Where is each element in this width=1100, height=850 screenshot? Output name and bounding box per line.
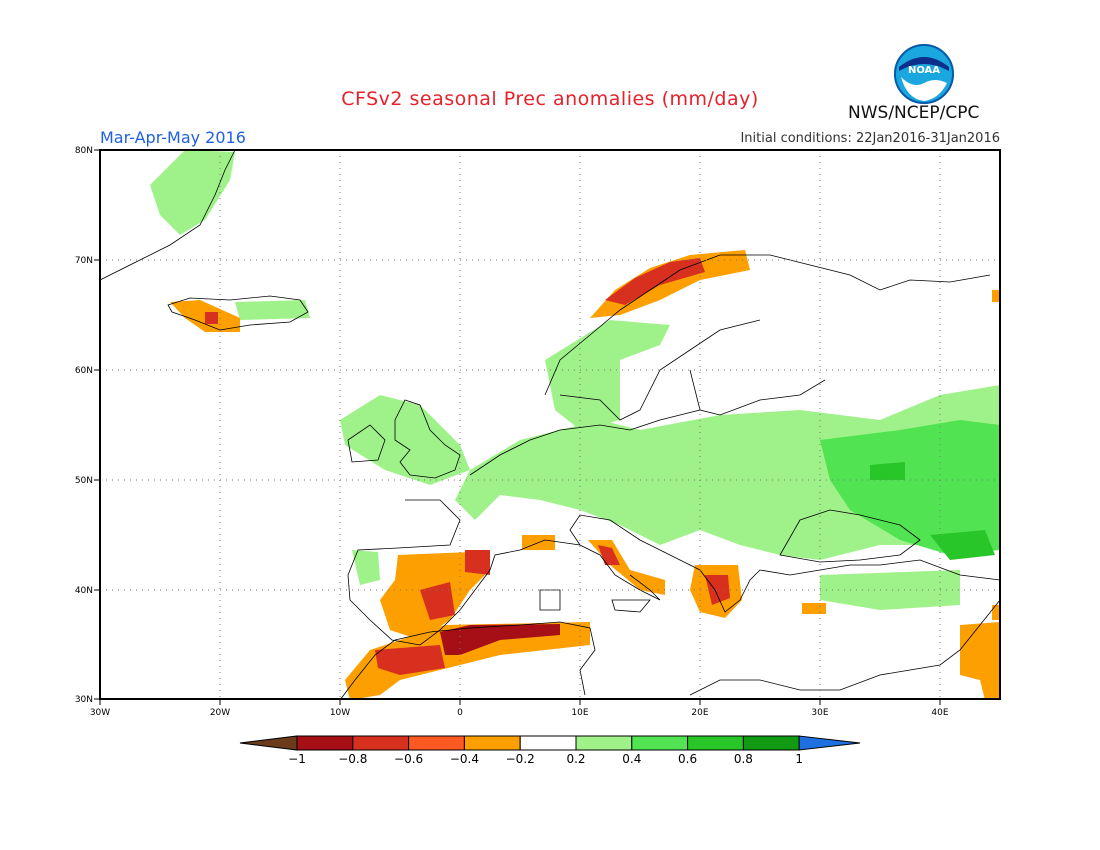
- lat-label-40n: 40N: [75, 586, 93, 596]
- coast-greenland: [99, 149, 236, 281]
- lat-label-30n: 30N: [75, 695, 93, 705]
- coast-continent: [347, 409, 1001, 646]
- anomaly-fills: [150, 150, 1000, 700]
- noaa-logo: NOAA: [894, 44, 954, 104]
- coast-africa: [339, 599, 1001, 701]
- anomaly-iceland-red: [205, 312, 218, 324]
- map-title: CFSv2 seasonal Prec anomalies (mm/day): [341, 88, 759, 110]
- coastlines: [99, 149, 1001, 701]
- anomaly-turkey-green: [820, 570, 960, 610]
- logo-text: NOAA: [908, 65, 940, 76]
- gridlines: [100, 150, 1000, 698]
- season-label: Mar-Apr-May 2016: [100, 128, 246, 147]
- lon-label-30w: 30W: [90, 708, 110, 718]
- anomaly-greenland: [150, 150, 235, 235]
- coast-scandinavia: [544, 254, 991, 421]
- lon-label-0: 0: [457, 708, 463, 718]
- anomaly-britain: [340, 395, 470, 485]
- axis-ticks: [94, 149, 941, 705]
- coast-blacksea: [779, 509, 921, 563]
- lon-label-40e: 40E: [931, 708, 948, 718]
- lon-label-10e: 10E: [571, 708, 588, 718]
- anomaly-iberia-red: [420, 582, 455, 620]
- lat-label-60n: 60N: [75, 366, 93, 376]
- anomaly-nafrica-orange: [345, 622, 590, 700]
- anomaly-ukraine-darkgreen: [870, 462, 905, 480]
- anomaly-e-orange: [992, 290, 1000, 302]
- coast-italy-islands: [539, 589, 651, 613]
- lon-label-20w: 20W: [210, 708, 230, 718]
- initial-conditions-label: Initial conditions: 22Jan2016-31Jan2016: [740, 131, 1000, 146]
- anomaly-ukraine-green: [820, 420, 1000, 555]
- anomaly-greece-red: [705, 575, 730, 605]
- coast-iceland: [167, 295, 309, 331]
- lat-label-70n: 70N: [75, 256, 93, 266]
- anomaly-se-orange: [960, 622, 1000, 700]
- lon-label-10w: 10W: [330, 708, 350, 718]
- lon-label-20e: 20E: [691, 708, 708, 718]
- anomaly-morocco-red: [375, 645, 445, 675]
- agency-label: NWS/NCEP/CPC: [848, 103, 980, 123]
- anomaly-norway-green: [545, 320, 670, 430]
- anomaly-iceland-green: [235, 300, 310, 320]
- anomaly-turkey-orange: [802, 603, 826, 614]
- lat-label-50n: 50N: [75, 476, 93, 486]
- anomaly-algeria-darkred: [440, 624, 560, 655]
- anomaly-caucasus-darkgreen: [930, 530, 995, 560]
- map-frame: [99, 149, 1001, 700]
- lon-label-30e: 30E: [811, 708, 828, 718]
- anomaly-iberia-red2: [465, 550, 490, 575]
- anomaly-e-orange2: [992, 605, 1000, 620]
- anomaly-nw-iberia: [352, 550, 380, 585]
- coast-uk: [394, 399, 461, 479]
- coast-ireland: [347, 424, 386, 463]
- lat-label-80n: 80N: [75, 146, 93, 156]
